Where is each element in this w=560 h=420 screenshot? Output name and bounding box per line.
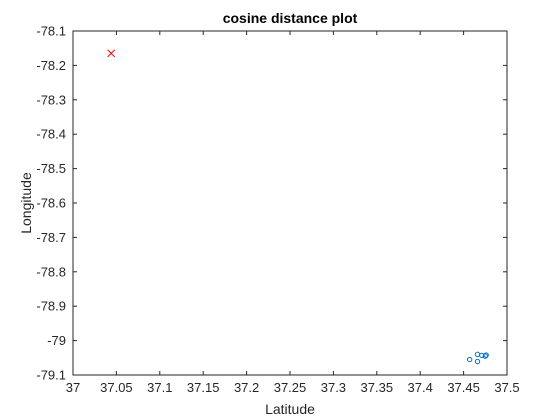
data-point-circle — [482, 353, 488, 359]
data-point-circle — [474, 358, 481, 365]
y-tick-label: -78.4 — [36, 127, 66, 142]
chart-title: cosine distance plot — [223, 10, 358, 26]
data-points — [107, 49, 489, 365]
x-tick-label: 37.1 — [147, 380, 172, 395]
x-tick-label: 37.25 — [274, 380, 307, 395]
y-tick-label: -78.7 — [36, 230, 66, 245]
x-tick-label: 37.15 — [187, 380, 220, 395]
x-tick-label: 37.3 — [321, 380, 346, 395]
y-tick-label: -78.2 — [36, 58, 66, 73]
x-tick-label: 37.35 — [361, 380, 394, 395]
x-axis-ticks: 37 37.05 37.1 37.15 37.2 37.25 37.3 37.35 37.4 37… — [66, 31, 520, 395]
x-tick-label: 37.4 — [408, 380, 433, 395]
data-point-circle — [483, 352, 489, 358]
x-tick-label: 37.2 — [234, 380, 259, 395]
y-tick-label: -78.5 — [36, 161, 66, 176]
y-tick-label: -78.9 — [36, 299, 66, 314]
y-tick-label: -78.6 — [36, 196, 66, 211]
y-tick-label: -78.1 — [36, 24, 66, 39]
y-tick-label: -78.3 — [36, 92, 66, 107]
data-point-x-marker — [107, 49, 116, 58]
plot-area — [72, 30, 508, 376]
x-tick-label: 37.5 — [494, 380, 519, 395]
x-tick-label: 37.05 — [100, 380, 133, 395]
y-tick-label: -78.8 — [36, 264, 66, 279]
data-point-circle — [466, 356, 473, 363]
y-tick-label: -79 — [47, 333, 66, 348]
x-tick-label: 37.45 — [447, 380, 480, 395]
y-axis-ticks: -78.1 -78.2 -78.3 -78.4 -78.5 -78.6 -78.7 -78.8… — [36, 24, 507, 383]
x-marker-stroke — [107, 49, 116, 58]
x-tick-label: 37 — [66, 380, 80, 395]
x-axis-label: Latitude — [265, 401, 315, 417]
y-axis-label: Longitude — [18, 172, 34, 234]
y-tick-label: -79.1 — [36, 368, 66, 383]
